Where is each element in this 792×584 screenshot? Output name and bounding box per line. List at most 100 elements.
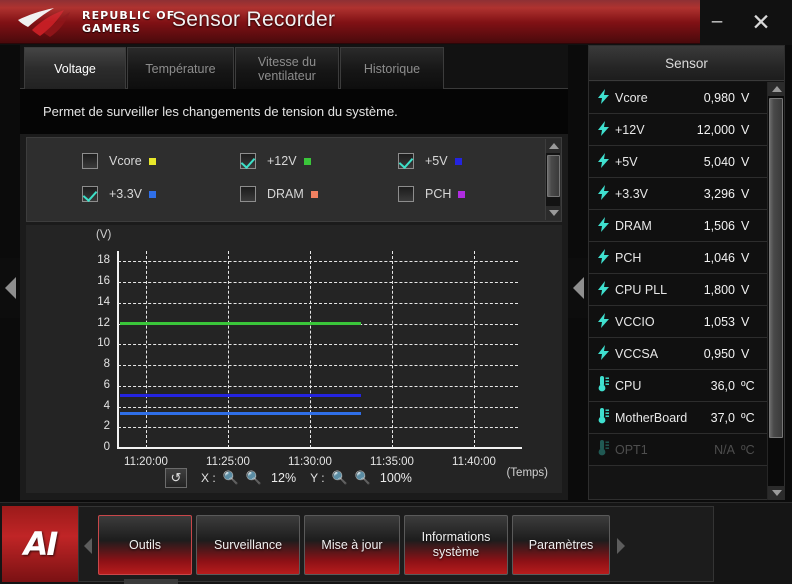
chart-gridline-h	[118, 344, 518, 346]
bolt-icon	[595, 120, 612, 139]
tab-fan-speed[interactable]: Vitesse du ventilateur	[235, 47, 339, 89]
x-zoom-out-icon[interactable]: 🔍	[245, 470, 263, 485]
sensor-row[interactable]: VCCSA 0,950 V	[589, 338, 769, 370]
chart-y-axis	[117, 251, 119, 448]
sensor-unit: V	[741, 282, 750, 297]
collapse-right-button[interactable]	[568, 258, 588, 318]
sensor-scrollbar-thumb[interactable]	[769, 98, 783, 438]
chart-y-tick-label: 6	[103, 378, 110, 391]
y-zoom-out-icon[interactable]: 🔍	[354, 470, 371, 485]
sensor-row[interactable]: PCH 1,046 V	[589, 242, 769, 274]
sensor-unit: V	[741, 346, 750, 361]
sensor-row[interactable]: DRAM 1,506 V	[589, 210, 769, 242]
nav-item-settings[interactable]: Paramètres	[512, 515, 610, 575]
checkbox-12v[interactable]: +12V	[240, 151, 311, 171]
chart-y-tick-label: 2	[103, 420, 110, 433]
sensor-unit: V	[741, 250, 750, 265]
tab-history[interactable]: Historique	[340, 47, 444, 89]
voltage-checkbox-group: Vcore +12V +5V +3.3V DRAM	[26, 137, 562, 222]
checkbox-vcore[interactable]: Vcore	[82, 151, 156, 171]
sensor-list[interactable]: Vcore 0,980 V +12V 12,000 V +5V 5,040 V +3.3V 3,29…	[589, 82, 769, 500]
nav-item-monitoring[interactable]: Surveillance	[196, 515, 300, 575]
chart-zoom-controls: ↺ X : 🔍 🔍 12% Y : 🔍 🔍 100%	[32, 465, 568, 491]
tab-voltage[interactable]: Voltage	[24, 47, 126, 89]
chart-y-tick-label: 16	[97, 275, 110, 288]
checkbox-box	[240, 186, 256, 202]
sensor-scroll-down-button[interactable]	[768, 486, 785, 500]
chevron-up-icon	[548, 143, 559, 149]
x-zoom-label: X :	[201, 471, 216, 485]
tab-temperature[interactable]: Température	[127, 47, 234, 89]
chart-gridline-h	[118, 406, 518, 408]
sensor-unit: V	[741, 314, 750, 329]
nav-prev-button[interactable]	[81, 535, 95, 557]
sensor-value: 12,000	[696, 122, 735, 137]
sensor-name: +3.3V	[615, 186, 649, 201]
bolt-icon	[595, 248, 612, 267]
chart-series-line	[120, 321, 361, 325]
chart-x-tick-label: 11:25:00	[206, 456, 250, 468]
bolt-icon	[595, 184, 612, 203]
y-zoom-in-icon[interactable]: 🔍	[331, 470, 348, 485]
checkbox-label: +12V	[267, 154, 297, 168]
sensor-value: 0,980	[703, 90, 735, 105]
y-zoom-value: 100%	[379, 471, 412, 485]
checkbox-dram[interactable]: DRAM	[240, 184, 318, 204]
checkbox-label: +3.3V	[109, 187, 143, 201]
sensor-name: +5V	[615, 154, 638, 169]
sensor-scroll-up-button[interactable]	[768, 82, 785, 96]
checkbox-box	[398, 186, 414, 202]
collapse-left-button[interactable]	[0, 258, 20, 318]
thermometer-icon	[595, 440, 612, 459]
sensor-row[interactable]: Vcore 0,980 V	[589, 82, 769, 114]
sensor-scrollbar[interactable]	[767, 82, 785, 500]
sensor-value: 1,053	[703, 314, 735, 329]
ai-logo-glyph: AI	[23, 525, 59, 563]
ai-suite-logo[interactable]: AI	[2, 506, 78, 582]
thermometer-icon	[595, 376, 612, 395]
scroll-down-button[interactable]	[546, 206, 561, 220]
checkbox-5v[interactable]: +5V	[398, 151, 462, 171]
checkbox-label: DRAM	[267, 187, 304, 201]
sensor-value: N/A	[714, 442, 735, 457]
sensor-row[interactable]: +12V 12,000 V	[589, 114, 769, 146]
scrollbar-thumb[interactable]	[547, 155, 560, 197]
chart-y-tick-label: 4	[103, 399, 110, 412]
chart-y-tick-label: 0	[103, 441, 110, 453]
checkbox-label: PCH	[425, 187, 452, 201]
chart-y-tick-label: 14	[97, 295, 110, 308]
page-title: Sensor Recorder	[172, 8, 336, 31]
chevron-right-icon	[617, 538, 625, 554]
sensor-row[interactable]: VCCIO 1,053 V	[589, 306, 769, 338]
minimize-button[interactable]: –	[711, 11, 723, 32]
nav-next-button[interactable]	[614, 535, 628, 557]
scroll-up-button[interactable]	[546, 139, 561, 153]
sensor-row[interactable]: +3.3V 3,296 V	[589, 178, 769, 210]
chart-gridline-v	[228, 251, 229, 448]
reset-zoom-button[interactable]: ↺	[165, 468, 187, 488]
checkbox-scrollbar[interactable]	[545, 139, 561, 220]
sensor-row[interactable]: +5V 5,040 V	[589, 146, 769, 178]
sensor-panel: Sensor Vcore 0,980 V +12V 12,000 V +5V 5,040 V +3…	[588, 45, 785, 500]
nav-item-system-information[interactable]: Informations système	[404, 515, 508, 575]
x-zoom-in-icon[interactable]: 🔍	[222, 470, 239, 485]
sensor-row[interactable]: MotherBoard 37,0 ºC	[589, 402, 769, 434]
nav-item-update[interactable]: Mise à jour	[304, 515, 400, 575]
sensor-row[interactable]: CPU 36,0 ºC	[589, 370, 769, 402]
chevron-left-icon	[84, 538, 92, 554]
sensor-row[interactable]: OPT1 N/A ºC	[589, 434, 769, 466]
nav-item-tools[interactable]: Outils	[98, 515, 192, 575]
main-content-panel: Voltage Température Vitesse du ventilate…	[20, 45, 568, 500]
sensor-panel-header: Sensor	[589, 46, 784, 81]
checkbox-3-3v[interactable]: +3.3V	[82, 184, 157, 204]
thermometer-icon	[595, 408, 612, 427]
sensor-name: VCCIO	[615, 314, 655, 329]
sensor-row[interactable]: CPU PLL 1,800 V	[589, 274, 769, 306]
chart-x-axis-label: (Temps)	[506, 467, 548, 479]
chart-gridline-v	[310, 251, 311, 448]
sensor-value: 1,046	[703, 250, 735, 265]
checkbox-pch[interactable]: PCH	[398, 184, 466, 204]
sensor-name: CPU PLL	[615, 282, 668, 297]
close-button[interactable]: ✕	[751, 9, 771, 35]
